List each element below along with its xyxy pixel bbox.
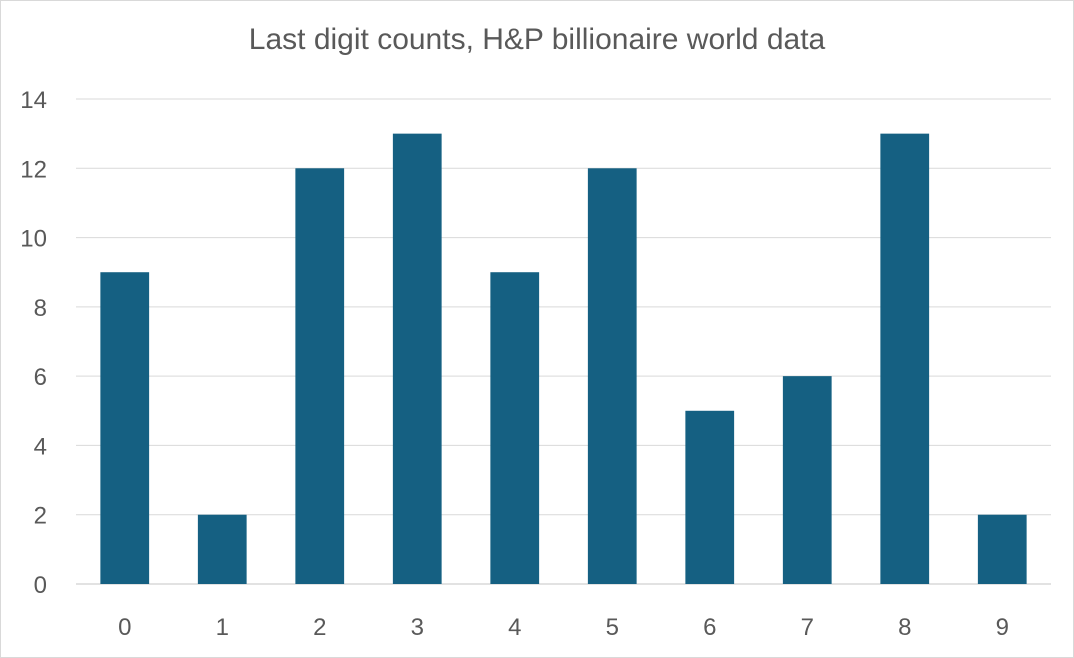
bar-7	[782, 376, 832, 584]
y-tick-label: 14	[20, 87, 47, 114]
bar-2	[295, 168, 345, 585]
y-tick-label: 2	[34, 503, 47, 530]
x-tick-label: 4	[508, 614, 521, 641]
y-tick-label: 0	[34, 572, 47, 599]
bar-9	[977, 514, 1027, 584]
bar-3	[392, 133, 442, 584]
y-axis-tick-labels: 0 2 4 6 8 10 12 14	[20, 87, 47, 599]
bar-1	[197, 514, 247, 584]
y-tick-label: 4	[34, 433, 47, 460]
x-tick-label: 1	[216, 614, 229, 641]
x-tick-label: 0	[118, 614, 131, 641]
y-tick-label: 6	[34, 364, 47, 391]
x-axis-tick-labels: 0 1 2 3 4 5 6 7 8 9	[118, 614, 1009, 641]
bar-6	[685, 410, 735, 584]
x-tick-label: 2	[313, 614, 326, 641]
y-tick-label: 10	[20, 226, 47, 253]
y-tick-label: 8	[34, 295, 47, 322]
bar-series	[100, 133, 1027, 585]
x-tick-label: 3	[411, 614, 424, 641]
bar-4	[490, 272, 540, 584]
y-tick-label: 12	[20, 156, 47, 183]
bar-0	[100, 272, 150, 584]
x-tick-label: 9	[996, 614, 1009, 641]
chart-title: Last digit counts, H&P billionaire world…	[248, 23, 826, 56]
x-tick-label: 6	[703, 614, 716, 641]
bar-5	[587, 168, 637, 585]
x-tick-label: 8	[898, 614, 911, 641]
x-tick-label: 7	[801, 614, 814, 641]
bar-8	[880, 133, 930, 584]
x-tick-label: 5	[606, 614, 619, 641]
